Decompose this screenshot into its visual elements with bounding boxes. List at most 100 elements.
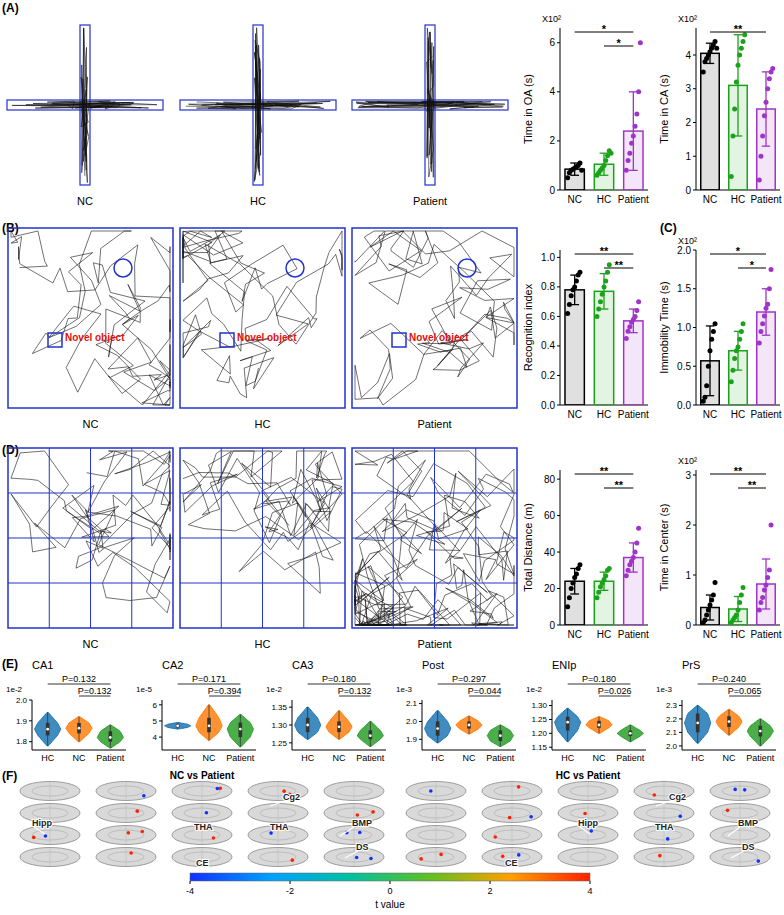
t-blob [501,855,505,859]
t-blob [653,793,657,797]
y-tick-label: 1.0 [677,322,691,333]
arena [352,228,517,408]
y-tick-label: 2.1 [406,699,418,708]
y-axis [560,250,561,405]
violin-box [597,721,601,728]
point [572,284,577,289]
point [760,595,765,600]
error-bar [633,92,634,171]
x-tick-label: NC [203,753,216,763]
x-tick-label: Patient [226,753,255,763]
brain-midline [278,804,279,822]
violin-median [208,724,211,727]
y-tick-label: 1.9 [406,735,418,744]
point [732,356,737,361]
x-axis [32,750,126,751]
y-tick-label: 5 [153,717,158,726]
error-bar [765,289,766,336]
arena [180,448,345,628]
point [704,613,709,618]
open-field [352,448,517,628]
violin-median [566,721,569,724]
plot-area [555,708,644,741]
brain-slice [406,848,466,867]
y-tick-label: 1.30 [271,721,287,730]
brain-slice [20,826,80,845]
point [737,337,742,342]
y-tick-label: 0 [685,620,691,631]
point [760,134,765,139]
brain-midline [740,782,741,800]
point [569,586,574,591]
violin-median [728,720,731,723]
panel-label: (C) [660,221,677,235]
point [757,177,762,182]
map-title: NC vs Patient [170,770,235,781]
y-axis [696,470,697,625]
y-tick [29,741,32,742]
t-blob [140,830,144,834]
violin-whisker [177,723,178,729]
plot-area [565,526,643,625]
colorbar-title: t value [375,899,405,910]
brain-midline [588,826,589,844]
y-tick-label: 1.0 [541,252,555,263]
scale-label: 1e-2 [266,685,283,694]
region-arrow [728,827,740,836]
y-tick [419,721,422,722]
error-cap [762,145,770,146]
point [764,583,769,588]
point [607,566,612,571]
brain-midline [50,826,51,844]
colorbar-tick-label: 2 [487,886,492,896]
error-cap [629,170,638,171]
error-cap [600,175,609,176]
y-axis-label: Time in OA (s) [522,74,534,144]
y-tick [549,705,552,706]
point [565,604,570,609]
point [603,573,608,578]
t-blob [44,834,48,838]
brain-midline [202,782,203,800]
t-blob [358,831,362,835]
point [739,593,744,598]
violin-median [696,722,699,725]
trajectory [81,28,89,183]
colorbar-tick-label: -2 [286,886,294,896]
point [741,585,746,590]
colorbar-tick [490,881,491,884]
grid-line [352,538,517,539]
error-cap [570,175,579,176]
trajectory [183,231,342,398]
point [741,321,746,326]
y-tick [693,366,696,367]
arena [352,448,517,628]
group-label: Patient [413,195,447,207]
group-label: NC [77,195,93,207]
object-label: Novel object [409,332,469,343]
plot-area [701,523,775,626]
t-blob [439,853,443,857]
brain-slice [20,848,80,867]
grid-line [8,538,173,539]
t-blob [743,788,747,792]
violin-median [369,734,372,737]
chart-title: ENIp [552,659,576,671]
scale-label: X10² [542,14,561,24]
x-tick-label: HC [301,753,314,763]
y-tick-label: 2.0 [666,742,678,751]
y-tick [693,575,696,576]
y-tick-label: 1.9 [16,717,28,726]
brain-midline [588,782,589,800]
group-label: Patient [417,638,451,650]
x-tick-label: NC [703,409,717,420]
point [569,293,574,298]
t-blob [290,858,294,862]
scale-label: 1e-2 [6,685,23,694]
point [600,292,605,297]
violin-box [77,723,81,733]
point [633,314,638,319]
p-value: P=0.171 [192,674,226,684]
y-tick-label: 2.0 [677,245,691,256]
point [567,595,572,600]
